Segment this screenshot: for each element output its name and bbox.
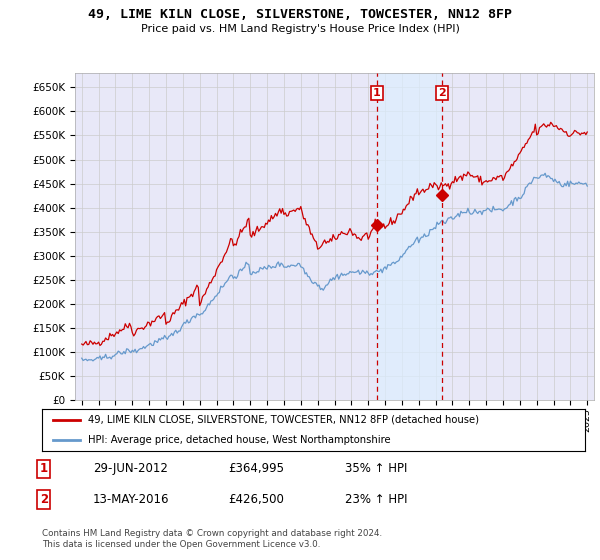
Text: 2: 2 xyxy=(40,493,48,506)
Text: Contains HM Land Registry data © Crown copyright and database right 2024.
This d: Contains HM Land Registry data © Crown c… xyxy=(42,529,382,549)
Text: 29-JUN-2012: 29-JUN-2012 xyxy=(93,462,168,475)
Text: 1: 1 xyxy=(373,87,380,97)
Text: 49, LIME KILN CLOSE, SILVERSTONE, TOWCESTER, NN12 8FP (detached house): 49, LIME KILN CLOSE, SILVERSTONE, TOWCES… xyxy=(88,415,479,424)
Text: 35% ↑ HPI: 35% ↑ HPI xyxy=(345,462,407,475)
Text: Price paid vs. HM Land Registry's House Price Index (HPI): Price paid vs. HM Land Registry's House … xyxy=(140,24,460,34)
Text: £364,995: £364,995 xyxy=(228,462,284,475)
Text: 49, LIME KILN CLOSE, SILVERSTONE, TOWCESTER, NN12 8FP: 49, LIME KILN CLOSE, SILVERSTONE, TOWCES… xyxy=(88,8,512,21)
Text: 13-MAY-2016: 13-MAY-2016 xyxy=(93,493,170,506)
Text: HPI: Average price, detached house, West Northamptonshire: HPI: Average price, detached house, West… xyxy=(88,435,391,445)
Text: 2: 2 xyxy=(438,87,446,97)
Text: 23% ↑ HPI: 23% ↑ HPI xyxy=(345,493,407,506)
Text: 1: 1 xyxy=(40,462,48,475)
Text: £426,500: £426,500 xyxy=(228,493,284,506)
Bar xyxy=(377,73,442,400)
